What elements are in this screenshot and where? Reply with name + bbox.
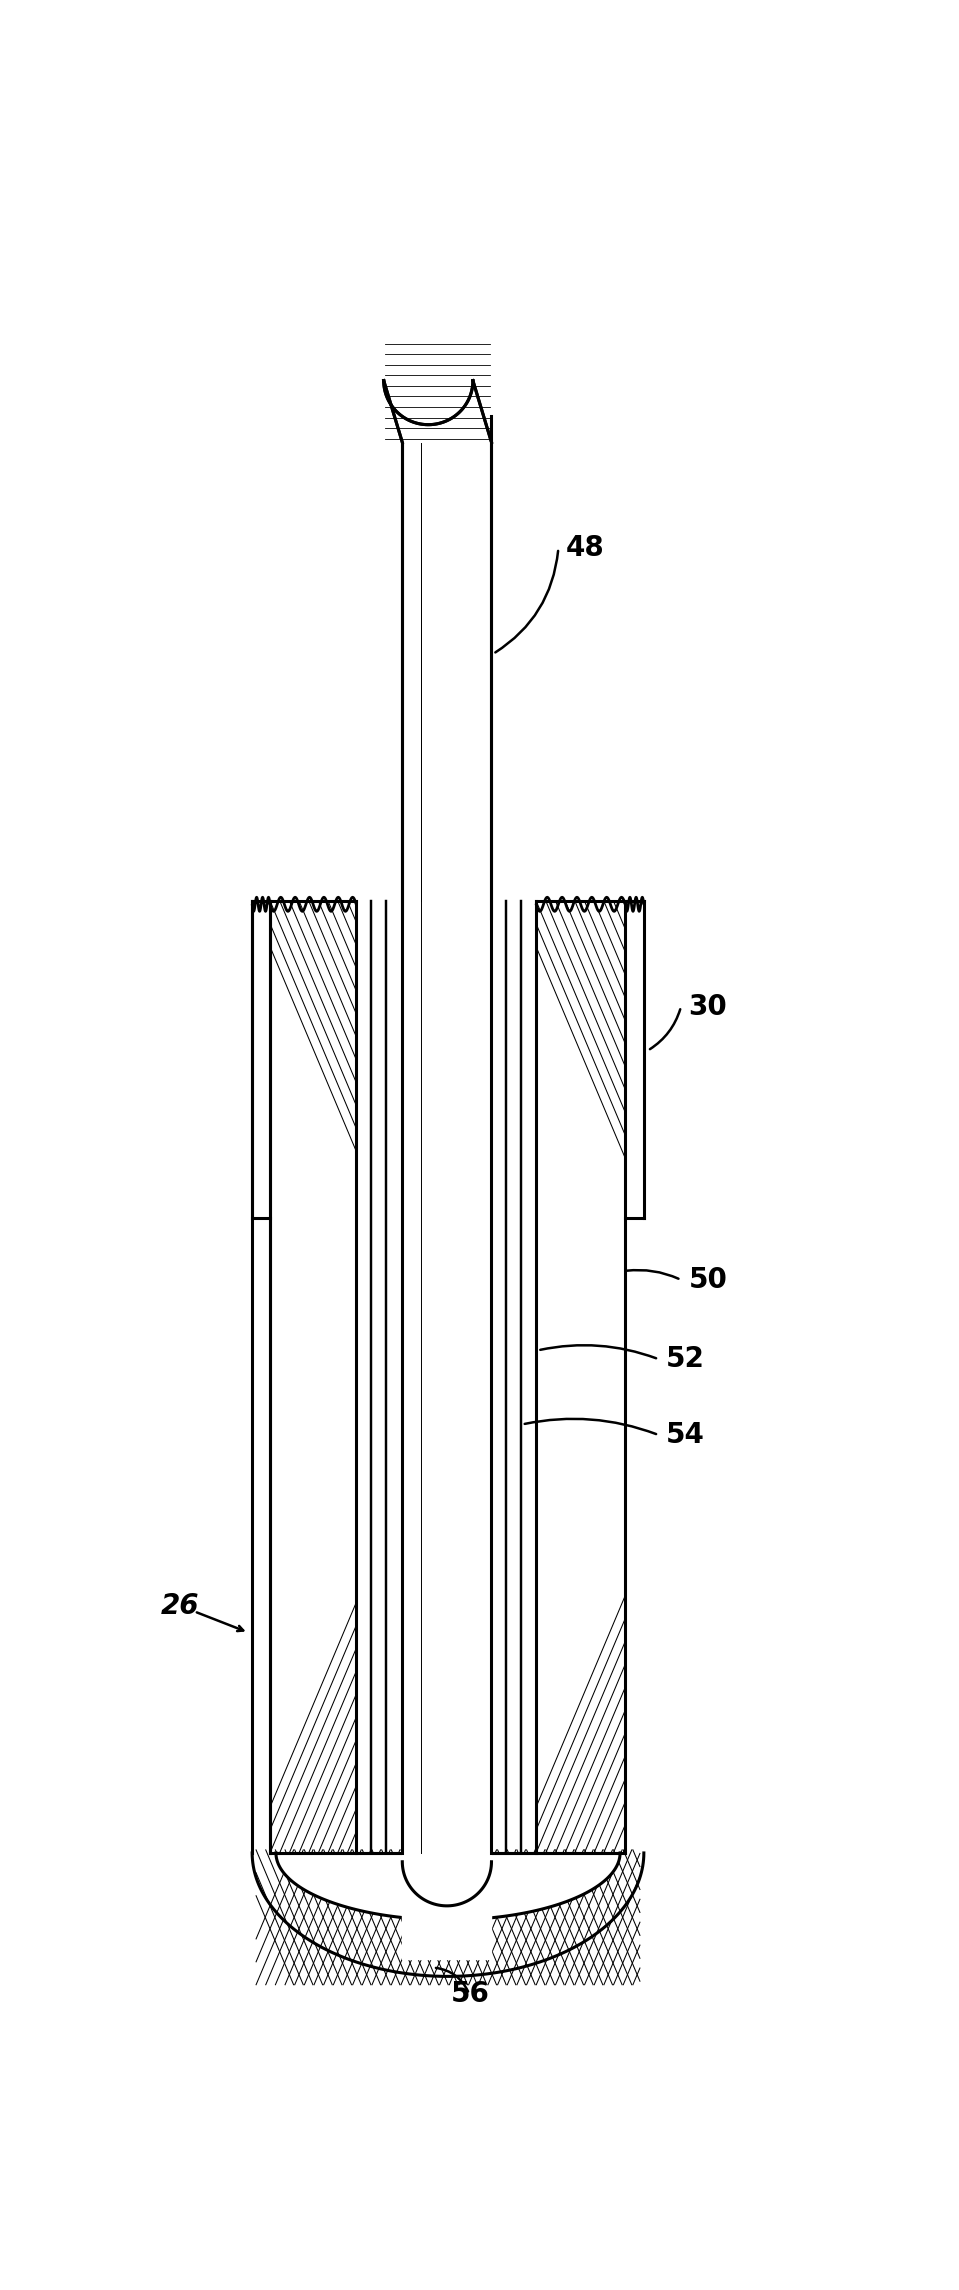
Text: 48: 48 [566,534,604,561]
Text: 26: 26 [161,1592,199,1619]
Text: 50: 50 [689,1266,727,1294]
Text: 52: 52 [667,1344,705,1374]
Text: 56: 56 [451,1981,489,2008]
Polygon shape [276,1853,620,1919]
Text: 54: 54 [667,1422,705,1450]
Polygon shape [252,1853,643,1976]
Text: 30: 30 [689,992,727,1021]
Polygon shape [384,380,492,442]
